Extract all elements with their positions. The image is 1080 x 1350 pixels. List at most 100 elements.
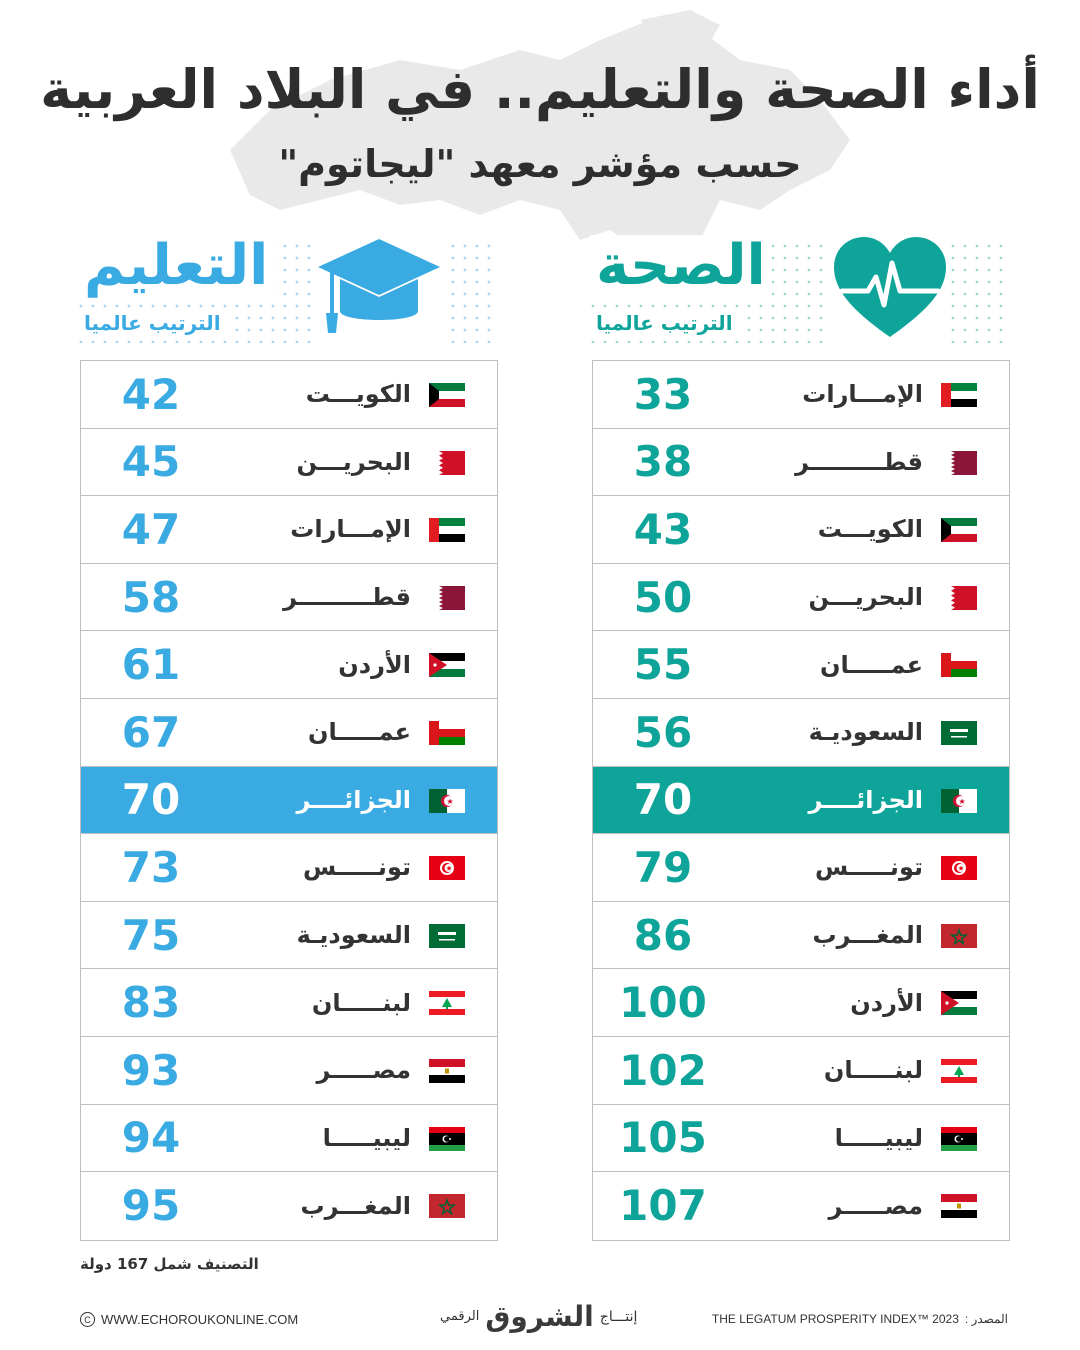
- country-name: قطـــــــــر: [283, 583, 411, 612]
- flag-lebanon-icon: [429, 991, 465, 1016]
- table-row: 43 الكويـــت: [593, 496, 1009, 564]
- table-row: 73 تونـــــس: [81, 834, 497, 902]
- country-name: تونـــــس: [302, 853, 411, 882]
- health-ranking-table: 33 الإمـــارات 38 قطـــــــــر 43 الكويـــت 50…: [592, 360, 1010, 1241]
- brand-suffix: الرقمي: [440, 1309, 480, 1324]
- education-ranking-table: 42 الكويـــت 45 البحريـــن 47 الإمـــارات 58 قط…: [80, 360, 498, 1241]
- table-row: 79 تونـــــس: [593, 834, 1009, 902]
- flag-uae-icon: [429, 518, 465, 543]
- table-row: 47 الإمـــارات: [81, 496, 497, 564]
- flag-kuwait-icon: [429, 383, 465, 407]
- table-row: 38 قطـــــــــر: [593, 428, 1009, 497]
- flag-saudi-icon: [429, 923, 465, 948]
- page-title: أداء الصحة والتعليم.. في البلاد العربية: [40, 58, 1040, 121]
- table-row: 75 السعوديـة: [81, 901, 497, 970]
- graduation-cap-icon: [314, 233, 444, 343]
- rank-value: 47: [121, 504, 181, 554]
- arab-world-map-background: [230, 10, 850, 260]
- table-row: 83 لبنـــــان: [81, 969, 497, 1037]
- table-row: 70 الجزائــــر: [81, 766, 497, 835]
- brand-logo: الشروق: [485, 1300, 594, 1333]
- country-name: الجزائــــر: [808, 785, 923, 814]
- education-subtitle: الترتيب عالميا: [78, 311, 227, 335]
- country-name: مصـــــر: [828, 1191, 923, 1220]
- brand-credit: إنتـــاج الشروق الرقمي: [440, 1300, 637, 1333]
- country-name: مصـــــر: [316, 1056, 411, 1085]
- rank-value: 67: [121, 707, 181, 757]
- heart-pulse-icon: [830, 233, 950, 343]
- country-name: الأردن: [338, 650, 411, 679]
- education-panel: التعليم الترتيب عالميا 42 الكويـــت 45 البح…: [78, 225, 498, 1241]
- health-panel: الصحة الترتيب عالميا 33 الإمـــارات 38 قطــ…: [590, 225, 1010, 1241]
- flag-qatar-icon: [429, 585, 465, 610]
- country-name: البحريـــن: [296, 447, 411, 476]
- website-credit: C WWW.ECHOROUKONLINE.COM: [80, 1312, 298, 1327]
- table-row: 100 الأردن: [593, 969, 1009, 1037]
- country-name: الكويـــت: [305, 380, 411, 409]
- copyright-icon: C: [80, 1312, 95, 1327]
- rank-value: 56: [633, 707, 693, 757]
- flag-tunisia-icon: [429, 856, 465, 881]
- table-row: 33 الإمـــارات: [593, 361, 1009, 429]
- flag-bahrain-icon: [941, 585, 977, 610]
- country-name: السعوديـة: [296, 921, 411, 950]
- rank-value: 61: [121, 640, 181, 690]
- source-credit: THE LEGATUM PROSPERITY INDEX™ 2023 المصد…: [712, 1312, 1008, 1326]
- flag-egypt-icon: [429, 1058, 465, 1083]
- flag-kuwait-icon: [941, 518, 977, 543]
- table-row: 86 المغـــرب: [593, 901, 1009, 970]
- country-name: الإمـــارات: [802, 380, 923, 409]
- flag-uae-icon: [941, 383, 977, 407]
- rank-value: 94: [121, 1113, 181, 1163]
- flag-jordan-icon: [429, 653, 465, 678]
- rank-value: 100: [619, 978, 707, 1028]
- table-row: 95 المغـــرب: [81, 1172, 497, 1240]
- table-row: 105 ليبيـــــا: [593, 1104, 1009, 1173]
- rank-value: 102: [619, 1045, 707, 1095]
- education-title: التعليم: [78, 235, 275, 297]
- rank-value: 33: [633, 369, 693, 419]
- table-row: 67 عمـــــان: [81, 698, 497, 767]
- flag-oman-icon: [429, 720, 465, 745]
- flag-jordan-icon: [941, 991, 977, 1016]
- table-row: 93 مصـــــر: [81, 1036, 497, 1105]
- flag-saudi-icon: [941, 720, 977, 745]
- table-row: 58 قطـــــــــر: [81, 563, 497, 632]
- table-row: 56 السعوديـة: [593, 698, 1009, 767]
- rank-value: 43: [633, 504, 693, 554]
- rank-value: 42: [121, 369, 181, 419]
- country-name: لبنـــــان: [823, 1056, 923, 1085]
- rank-value: 38: [633, 437, 693, 487]
- table-row: 50 البحريـــن: [593, 563, 1009, 632]
- rank-value: 70: [121, 775, 181, 825]
- country-name: السعوديـة: [808, 718, 923, 747]
- footnote: التصنيف شمل 167 دولة: [80, 1255, 259, 1273]
- country-name: عمـــــان: [308, 718, 411, 747]
- website-url: WWW.ECHOROUKONLINE.COM: [101, 1312, 299, 1327]
- table-row: 70 الجزائــــر: [593, 766, 1009, 835]
- production-label: إنتـــاج: [599, 1308, 638, 1325]
- country-name: ليبيـــــا: [322, 1123, 411, 1152]
- country-name: قطـــــــــر: [795, 447, 923, 476]
- rank-value: 86: [633, 910, 693, 960]
- flag-algeria-icon: [941, 788, 977, 813]
- country-name: الأردن: [850, 988, 923, 1017]
- country-name: المغـــرب: [812, 921, 923, 950]
- country-name: الإمـــارات: [290, 515, 411, 544]
- flag-qatar-icon: [941, 450, 977, 475]
- table-row: 107 مصـــــر: [593, 1172, 1009, 1240]
- rank-value: 55: [633, 640, 693, 690]
- flag-tunisia-icon: [941, 856, 977, 881]
- country-name: لبنـــــان: [311, 988, 411, 1017]
- rank-value: 73: [121, 842, 181, 892]
- flag-bahrain-icon: [429, 450, 465, 475]
- flag-morocco-icon: [429, 1194, 465, 1219]
- country-name: تونـــــس: [814, 853, 923, 882]
- table-row: 45 البحريـــن: [81, 428, 497, 497]
- flag-egypt-icon: [941, 1194, 977, 1219]
- table-row: 42 الكويـــت: [81, 361, 497, 429]
- flag-oman-icon: [941, 653, 977, 678]
- flag-morocco-icon: [941, 923, 977, 948]
- health-subtitle: الترتيب عالميا: [590, 311, 739, 335]
- rank-value: 95: [121, 1181, 181, 1231]
